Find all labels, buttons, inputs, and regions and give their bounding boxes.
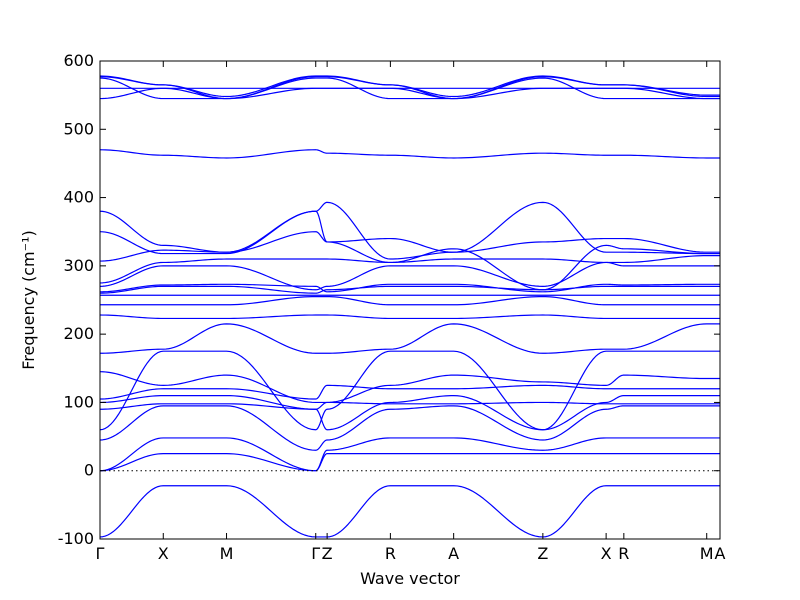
x-tick-label: A (715, 544, 726, 563)
y-axis: -100 0 100 200 300 400 500 600 (58, 51, 720, 548)
band-line-21 (99, 149, 721, 159)
band-line-17 (99, 255, 721, 284)
y-tick-label: 200 (63, 324, 94, 343)
band-line-1 (99, 485, 721, 538)
x-tick-label: R (618, 544, 629, 563)
y-tick-label: 600 (63, 51, 94, 70)
y-tick-label: 300 (63, 256, 94, 275)
band-line-6 (99, 401, 721, 410)
band-line-7 (99, 395, 721, 431)
x-tick-label: M (700, 544, 714, 563)
band-line-8 (99, 384, 721, 400)
y-tick-label: 0 (84, 461, 94, 480)
band-line-5 (99, 350, 721, 431)
y-tick-label: 400 (63, 188, 94, 207)
y-tick-label: 100 (63, 392, 94, 411)
y-axis-title: Frequency (cm⁻¹) (19, 230, 38, 369)
x-tick-label: X (601, 544, 612, 563)
band-line-26 (99, 75, 721, 98)
band-line-15 (99, 283, 721, 293)
x-tick-label: Γ (311, 544, 320, 563)
y-tick-label: 500 (63, 119, 94, 138)
plot-frame (99, 60, 721, 540)
x-tick-label: Z (322, 544, 333, 563)
x-tick-label: A (448, 544, 459, 563)
band-line-18 (99, 231, 721, 262)
band-line-16 (99, 261, 721, 291)
band-line-12 (100, 295, 721, 306)
band-line-11 (99, 314, 721, 320)
band-line-14 (99, 285, 721, 294)
bands-layer (99, 75, 721, 538)
band-line-20 (99, 210, 721, 291)
x-tick-label: Z (537, 544, 548, 563)
x-tick-label: X (158, 544, 169, 563)
band-line-9 (99, 371, 721, 404)
x-axis-title: Wave vector (360, 569, 460, 588)
band-line-10 (99, 323, 721, 354)
band-line-2 (99, 453, 721, 472)
band-line-24 (99, 77, 721, 100)
x-tick-label: R (385, 544, 396, 563)
x-tick-label: Γ (96, 544, 105, 563)
y-tick-label: -100 (58, 529, 94, 548)
x-tick-label: M (220, 544, 234, 563)
band-line-3 (99, 437, 721, 472)
band-line-4 (99, 405, 721, 451)
